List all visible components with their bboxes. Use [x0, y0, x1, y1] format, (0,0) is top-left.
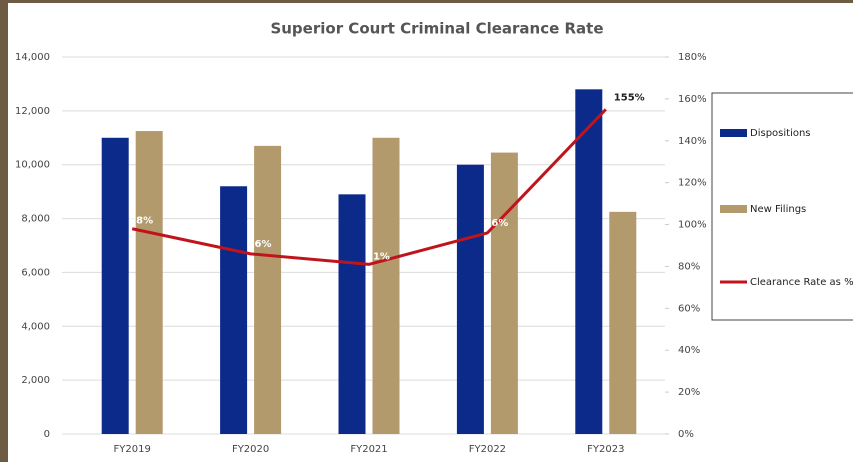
bar [220, 186, 248, 434]
y2-tick-label: 180% [678, 52, 707, 63]
bar [490, 152, 518, 434]
x-tick-label: FY2021 [350, 444, 387, 455]
y2-tick-label: 120% [678, 178, 707, 189]
y2-tick-label: 80% [678, 261, 700, 272]
y2-tick-label: 160% [678, 94, 707, 105]
x-tick-label: FY2022 [469, 444, 506, 455]
legend-label: Clearance Rate as % [750, 277, 853, 288]
bar [575, 89, 603, 435]
legend-swatch [720, 129, 747, 137]
data-label: 155% [614, 92, 645, 103]
y-tick-label: 10,000 [15, 160, 50, 171]
y2-tick-label: 40% [678, 345, 700, 356]
legend-label: New Filings [750, 204, 806, 215]
bar [254, 145, 282, 434]
data-label: 81% [366, 251, 390, 262]
y2-tick-label: 140% [678, 136, 707, 147]
data-label: 86% [248, 239, 272, 250]
y-tick-label: 2,000 [21, 375, 50, 386]
data-label: 96% [484, 218, 508, 229]
legend-swatch [720, 205, 747, 213]
x-tick-label: FY2019 [114, 444, 151, 455]
y-tick-label: 8,000 [21, 214, 50, 225]
y-tick-label: 12,000 [15, 106, 50, 117]
y2-tick-label: 20% [678, 387, 700, 398]
bar [101, 137, 129, 435]
y-tick-label: 14,000 [15, 52, 50, 63]
y-tick-label: 6,000 [21, 267, 50, 278]
y2-tick-label: 60% [678, 303, 700, 314]
line [131, 108, 607, 266]
bar [609, 211, 637, 434]
bar [338, 194, 366, 434]
x-tick-label: FY2023 [587, 444, 624, 455]
y-tick-label: 4,000 [21, 321, 50, 332]
y2-tick-label: 0% [678, 429, 694, 440]
data-label: 98% [129, 216, 153, 227]
y-tick-label: 0 [44, 429, 50, 440]
y2-tick-label: 100% [678, 220, 707, 231]
bar [456, 164, 484, 434]
bar [372, 137, 400, 435]
legend-label: Dispositions [750, 128, 811, 139]
bar [135, 131, 163, 434]
x-tick-label: FY2020 [232, 444, 269, 455]
chart-title: Superior Court Criminal Clearance Rate [270, 20, 603, 38]
